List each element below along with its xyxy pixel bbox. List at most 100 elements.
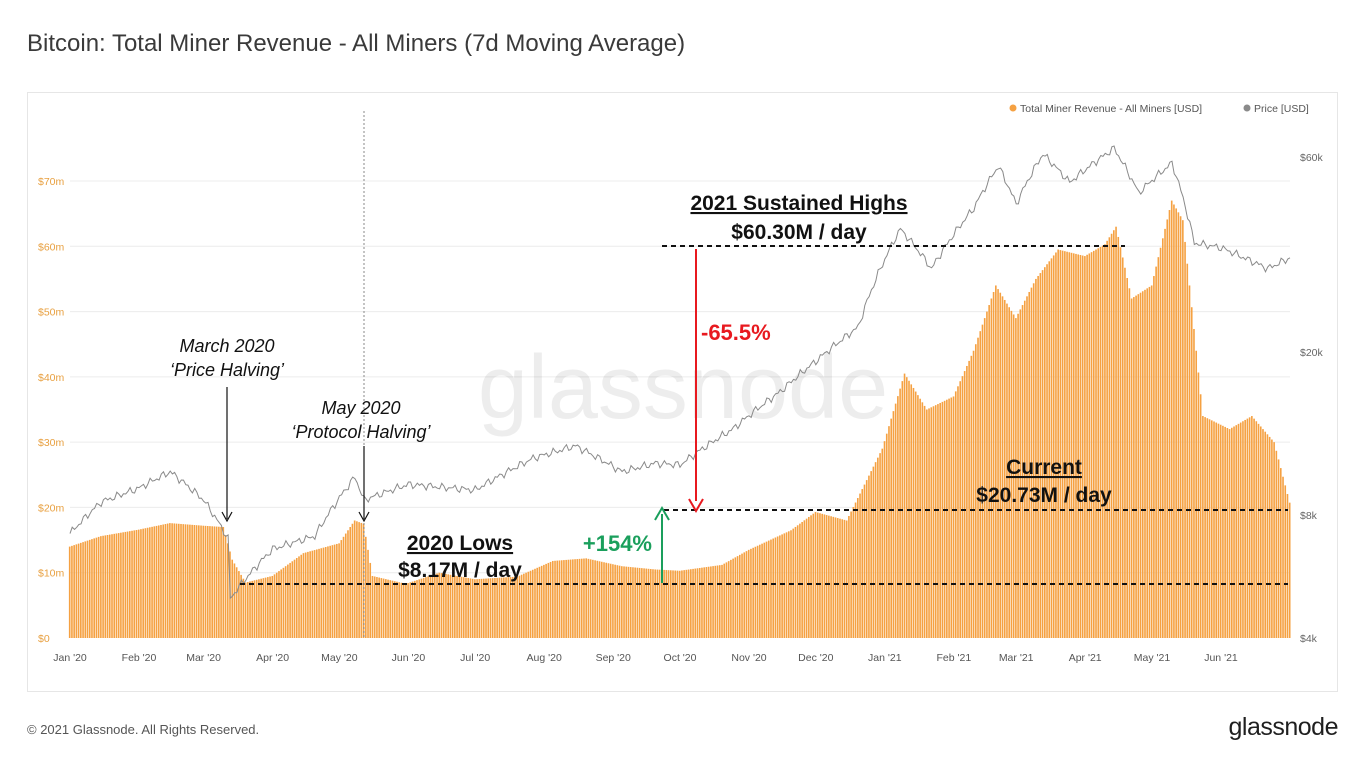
revenue-bar bbox=[1070, 252, 1073, 638]
revenue-bar bbox=[1179, 216, 1182, 638]
revenue-bar bbox=[883, 441, 886, 638]
revenue-bar bbox=[832, 516, 835, 638]
revenue-bar bbox=[182, 524, 185, 638]
revenue-bar bbox=[629, 567, 632, 638]
revenue-bar bbox=[770, 539, 772, 638]
revenue-bar bbox=[914, 391, 917, 638]
revenue-bar bbox=[387, 579, 389, 638]
revenue-bar bbox=[514, 576, 516, 638]
revenue-bar bbox=[117, 533, 120, 638]
revenue-bar bbox=[249, 581, 251, 638]
revenue-bar bbox=[434, 574, 436, 638]
revenue-bar bbox=[427, 576, 429, 638]
revenue-bar bbox=[311, 550, 314, 638]
revenue-bar bbox=[1072, 253, 1075, 639]
revenue-bar bbox=[612, 564, 614, 638]
revenue-bar bbox=[240, 574, 242, 638]
revenue-bar bbox=[222, 527, 225, 638]
revenue-bar bbox=[1246, 418, 1249, 638]
revenue-bar bbox=[781, 534, 783, 638]
revenue-bar bbox=[255, 579, 258, 638]
revenue-bar bbox=[382, 578, 385, 638]
revenue-bar bbox=[226, 543, 229, 638]
left-axis-tick-label: $40m bbox=[38, 372, 65, 384]
revenue-bar bbox=[518, 575, 521, 638]
revenue-bar bbox=[988, 305, 990, 638]
revenue-bar bbox=[739, 554, 741, 638]
revenue-bar bbox=[1086, 254, 1088, 638]
revenue-bar bbox=[474, 579, 476, 638]
may-halving-label-line2: ‘Protocol Halving’ bbox=[291, 422, 431, 442]
x-axis-tick-label: May '21 bbox=[1134, 652, 1171, 664]
revenue-bar bbox=[1097, 248, 1100, 639]
lows-label-value: $8.17M / day bbox=[398, 559, 522, 582]
copyright-notice: © 2021 Glassnode. All Rights Reserved. bbox=[27, 722, 260, 737]
revenue-bar bbox=[723, 563, 726, 638]
revenue-bar bbox=[669, 570, 672, 638]
revenue-bar bbox=[1199, 394, 1202, 638]
revenue-bar bbox=[80, 542, 82, 638]
revenue-bar bbox=[327, 546, 329, 638]
revenue-bar bbox=[754, 546, 757, 638]
revenue-bar bbox=[144, 528, 147, 638]
revenue-bar bbox=[747, 549, 750, 638]
revenue-bar bbox=[84, 541, 87, 638]
revenue-bar bbox=[596, 560, 599, 638]
revenue-bar bbox=[485, 578, 487, 638]
watermark: glassnode bbox=[478, 338, 888, 438]
revenue-bar bbox=[480, 578, 483, 638]
revenue-bar bbox=[224, 535, 227, 638]
revenue-bar bbox=[218, 526, 220, 638]
revenue-bar bbox=[420, 578, 423, 638]
revenue-bar bbox=[912, 387, 915, 638]
revenue-bar bbox=[454, 575, 456, 638]
revenue-bar bbox=[658, 569, 661, 638]
revenue-bar bbox=[500, 577, 503, 638]
revenue-bar bbox=[523, 573, 525, 638]
revenue-bar bbox=[1039, 273, 1042, 638]
revenue-bar bbox=[745, 551, 748, 638]
revenue-bar bbox=[687, 569, 690, 638]
revenue-bar bbox=[863, 484, 866, 638]
revenue-bar bbox=[108, 534, 111, 638]
revenue-bar bbox=[609, 563, 612, 638]
revenue-bar bbox=[360, 522, 363, 638]
revenue-bar bbox=[391, 580, 394, 638]
revenue-bar bbox=[903, 373, 906, 638]
revenue-bar bbox=[1010, 310, 1013, 638]
revenue-bar bbox=[663, 569, 665, 638]
revenue-bar bbox=[970, 355, 973, 638]
revenue-bar bbox=[438, 572, 441, 638]
current-label-value: $20.73M / day bbox=[976, 484, 1112, 507]
revenue-bar bbox=[803, 520, 806, 638]
revenue-bar bbox=[324, 547, 327, 638]
revenue-bar bbox=[983, 318, 986, 638]
revenue-bar bbox=[333, 544, 336, 638]
revenue-bar bbox=[238, 571, 240, 638]
revenue-bar bbox=[1050, 258, 1053, 638]
revenue-bar bbox=[166, 523, 169, 638]
revenue-bar bbox=[968, 360, 970, 638]
revenue-bar bbox=[1068, 252, 1071, 638]
revenue-bar bbox=[963, 371, 966, 638]
revenue-bar bbox=[816, 512, 819, 638]
revenue-bar bbox=[899, 388, 901, 638]
revenue-bar bbox=[763, 542, 766, 638]
revenue-bar bbox=[405, 583, 407, 638]
revenue-bar bbox=[1244, 419, 1246, 638]
revenue-bar bbox=[654, 569, 657, 638]
revenue-bar bbox=[260, 578, 262, 638]
revenue-bar bbox=[636, 567, 639, 638]
revenue-bar bbox=[307, 551, 309, 638]
revenue-bar bbox=[436, 573, 438, 638]
revenue-bar bbox=[623, 566, 625, 638]
revenue-bar bbox=[460, 576, 463, 638]
revenue-bar bbox=[503, 577, 505, 638]
revenue-bar bbox=[120, 532, 122, 638]
revenue-bar bbox=[496, 577, 498, 638]
revenue-bar bbox=[716, 565, 719, 638]
revenue-bar bbox=[215, 526, 218, 638]
revenue-bar bbox=[367, 549, 369, 638]
revenue-bar bbox=[149, 527, 151, 638]
revenue-bar bbox=[293, 559, 296, 638]
